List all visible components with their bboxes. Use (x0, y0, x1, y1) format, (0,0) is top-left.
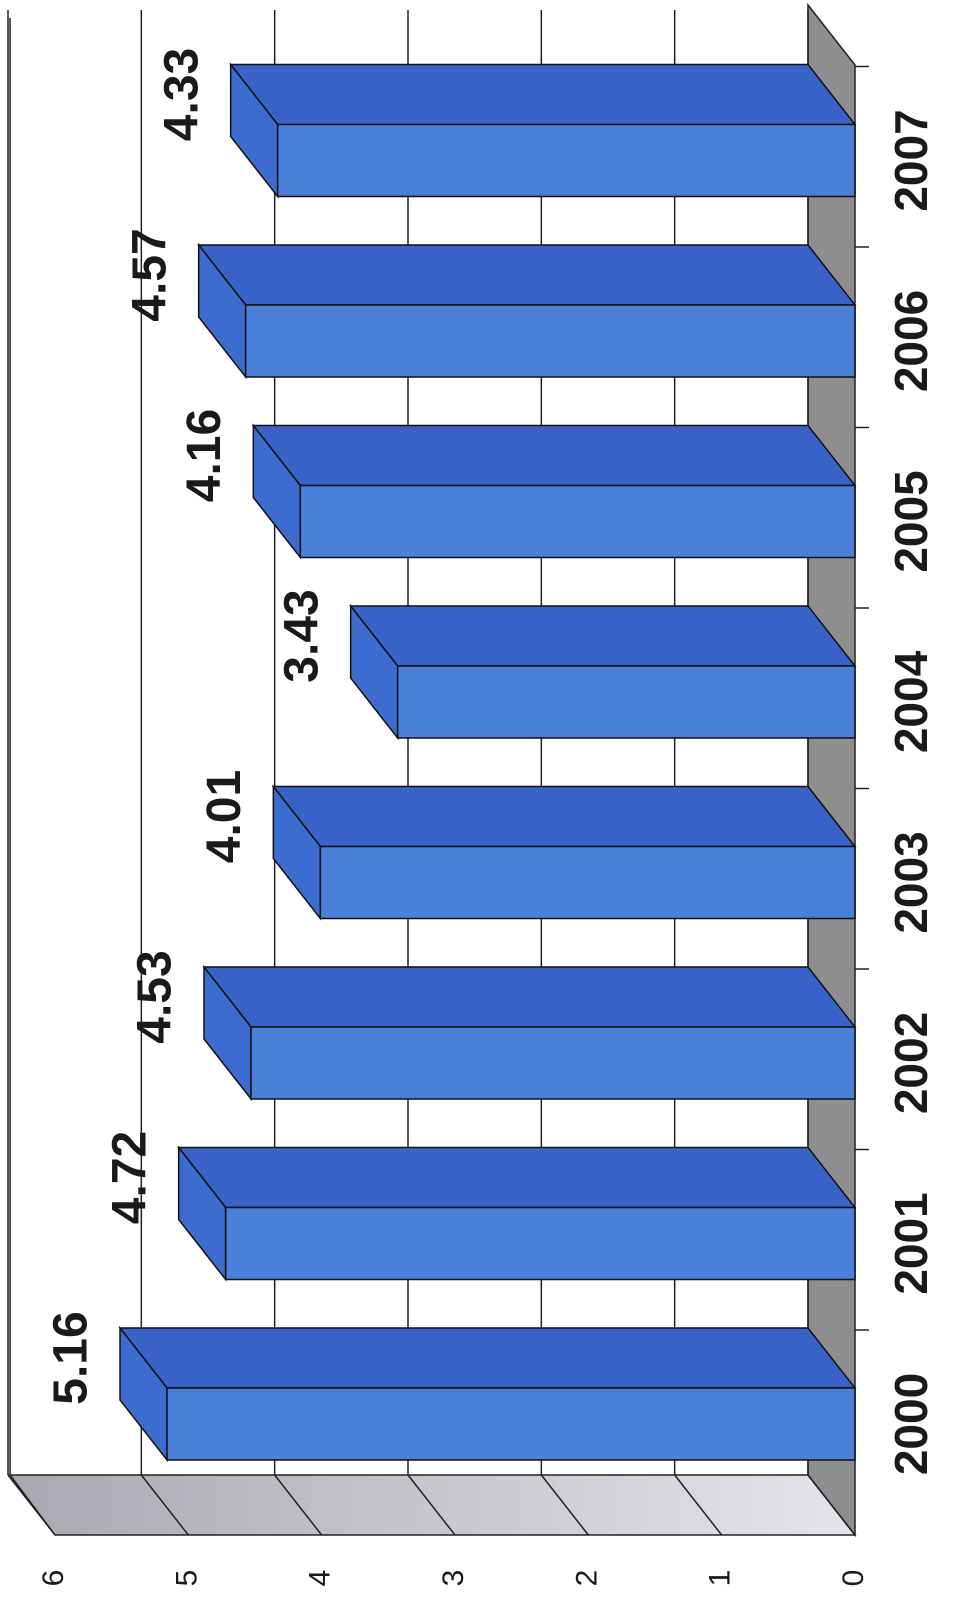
bar-top (251, 424, 857, 487)
y-tick-label: 4 (304, 1570, 337, 1587)
y-tick-label: 0 (837, 1570, 870, 1587)
value-label: 4.53 (129, 950, 182, 1043)
x-tick-label: 2007 (885, 109, 937, 211)
axis-tick (140, 1474, 189, 1536)
value-label: 5.16 (45, 1311, 98, 1404)
y-tick-label: 3 (437, 1570, 470, 1587)
bar (224, 1206, 856, 1281)
bar-top (197, 244, 857, 306)
bar (244, 304, 856, 378)
side-wall (8, 1474, 857, 1536)
bar (250, 1026, 856, 1100)
axis-tick (274, 1474, 323, 1536)
bar-top (177, 1146, 857, 1209)
bar (299, 484, 856, 559)
floor (807, 2, 856, 1538)
bar-top (271, 785, 857, 848)
x-tick-label: 2004 (885, 650, 937, 753)
x-tick-label: 2002 (885, 1012, 937, 1114)
value-label: 4.16 (178, 409, 231, 502)
axis-tick (7, 1474, 56, 1536)
axis-tick (807, 1474, 856, 1536)
axis-tick (407, 1474, 456, 1536)
x-tick-label: 2000 (885, 1373, 937, 1475)
x-tick-label: 2001 (885, 1192, 937, 1294)
value-label: 4.57 (123, 228, 176, 321)
y-tick-label: 2 (570, 1570, 603, 1587)
bar (319, 845, 856, 920)
x-tick-label: 2003 (885, 831, 937, 933)
value-label: 4.33 (155, 48, 208, 141)
axis-tick (674, 1474, 723, 1536)
bar (276, 123, 856, 198)
bar-top (349, 605, 857, 667)
bar (166, 1387, 856, 1461)
y-tick-label: 6 (37, 1570, 70, 1587)
y-tick-label: 5 (170, 1570, 203, 1587)
x-tick-label: 2006 (885, 290, 937, 392)
x-tick-label: 2005 (885, 470, 937, 572)
bar-top (229, 63, 857, 126)
value-label: 4.72 (103, 1131, 156, 1224)
bar-top (118, 1327, 857, 1389)
bar-top (202, 966, 857, 1028)
bar (396, 665, 856, 739)
value-label: 3.43 (275, 589, 328, 682)
y-tick-label: 1 (704, 1570, 737, 1587)
axis-tick (540, 1474, 589, 1536)
value-label: 4.01 (198, 770, 251, 863)
